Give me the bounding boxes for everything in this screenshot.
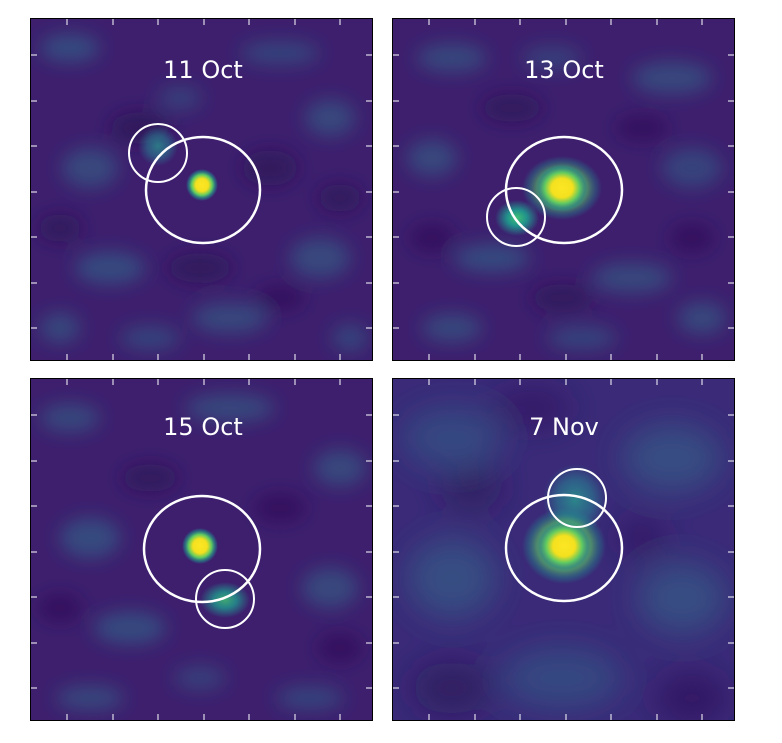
panel-13-oct: 13 Oct — [392, 18, 735, 361]
panel-frame — [392, 18, 735, 361]
noise-mottle — [402, 390, 728, 721]
faint-source — [138, 126, 178, 166]
panel-title: 11 Oct — [163, 56, 243, 84]
tick-marks — [30, 18, 373, 361]
image-panel: 15 Oct — [30, 378, 373, 721]
panel-frame — [392, 378, 735, 721]
large-aperture — [144, 135, 262, 245]
noise-mottle — [38, 394, 366, 710]
panel-7-nov: 7 Nov — [392, 378, 735, 721]
image-panel: 13 Oct — [392, 18, 735, 361]
tick-marks — [30, 378, 373, 721]
tick-marks — [392, 18, 735, 361]
small-aperture — [128, 123, 188, 183]
bright-source — [536, 520, 592, 572]
image-panel: 7 Nov — [392, 378, 735, 721]
small-aperture — [195, 569, 255, 629]
faint-source — [495, 200, 539, 236]
panel-title: 7 Nov — [529, 413, 599, 441]
panel-title: 15 Oct — [163, 413, 243, 441]
panel-11-oct: 11 Oct — [30, 18, 373, 361]
bright-source — [186, 169, 218, 201]
small-aperture — [486, 187, 546, 247]
large-aperture — [504, 493, 624, 603]
large-aperture — [142, 494, 262, 604]
panel-frame — [30, 18, 373, 361]
panel-15-oct: 15 Oct — [30, 378, 373, 721]
bright-source — [535, 164, 589, 212]
small-aperture — [547, 468, 607, 528]
bright-source — [182, 528, 218, 564]
panel-title: 13 Oct — [524, 56, 604, 84]
panel-frame — [30, 378, 373, 721]
noise-mottle — [407, 44, 726, 350]
tick-marks — [392, 378, 735, 721]
image-panel: 11 Oct — [30, 18, 373, 361]
